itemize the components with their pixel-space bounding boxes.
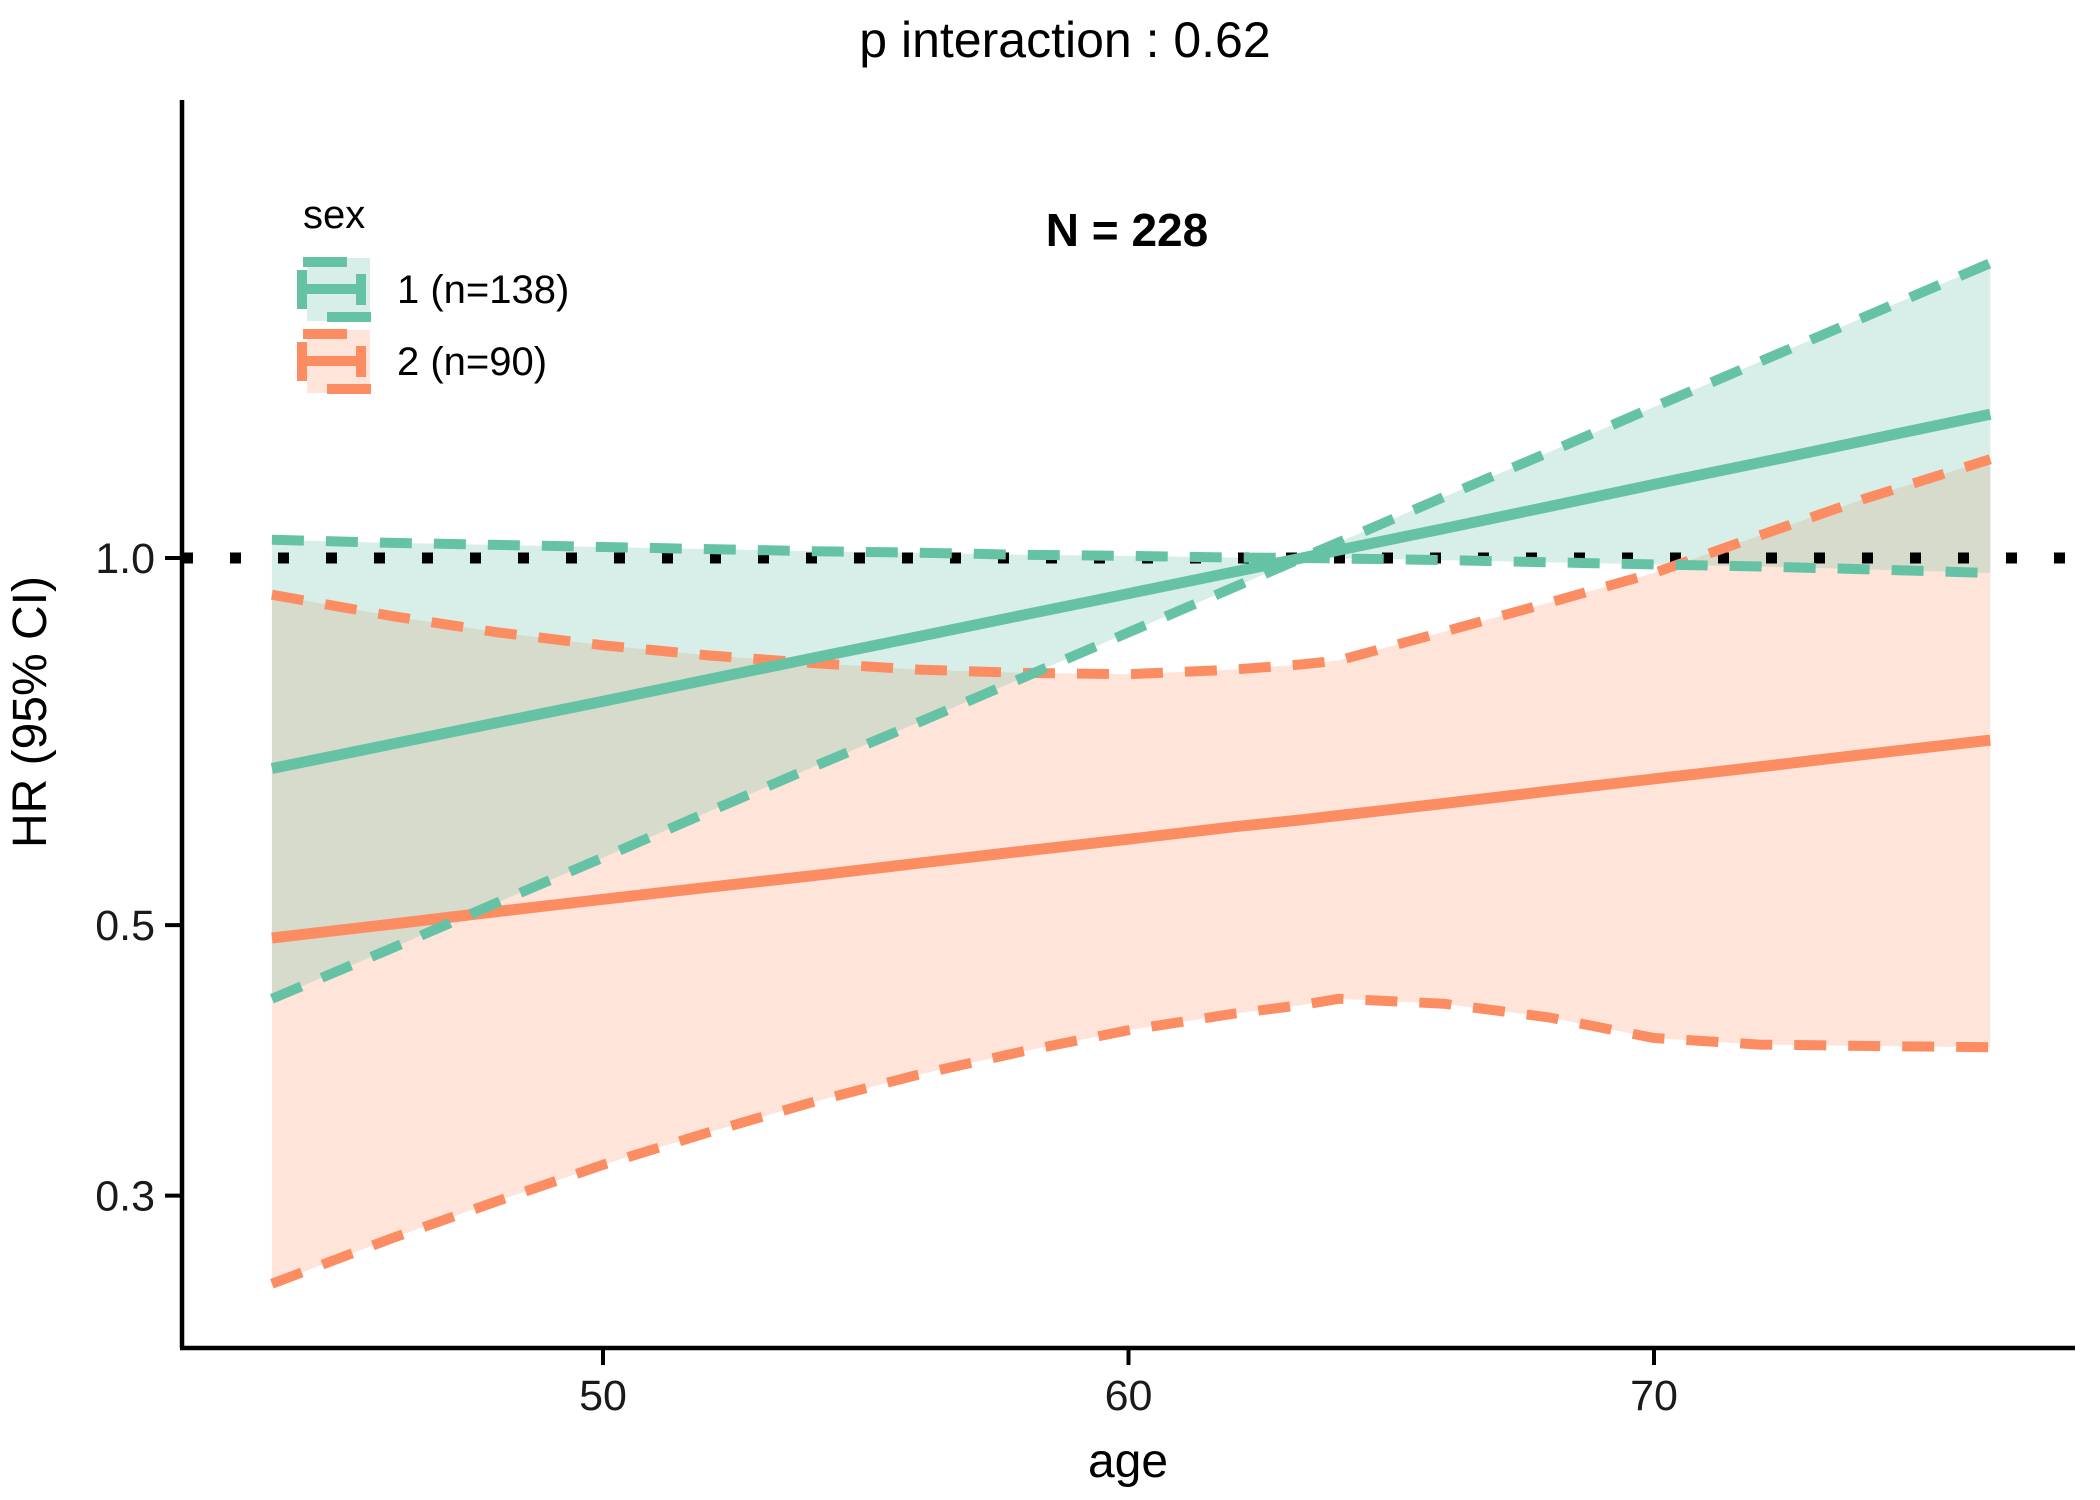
legend-entry-sex1: 1 (n=138) <box>297 257 569 322</box>
legend-key-ribbon-sex2 <box>297 329 371 394</box>
plot-title: p interaction : 0.62 <box>859 12 1270 68</box>
y-axis-title: HR (95% CI) <box>4 576 57 848</box>
x-tick-label: 60 <box>1105 1372 1153 1420</box>
y-tick-label: 0.5 <box>95 902 155 950</box>
sample-size-annotation: N = 228 <box>1046 204 1208 256</box>
ci-lower-dashed-1 (n=138) <box>269 258 1993 1004</box>
x-tick-label: 70 <box>1630 1372 1678 1420</box>
legend-key-ribbon-sex1 <box>297 257 371 322</box>
legend-title: sex <box>303 193 365 237</box>
y-tick-label: 0.3 <box>95 1173 155 1221</box>
ci-upper-dashed-2 (n=90) <box>271 454 1992 680</box>
legend-entry-sex2: 2 (n=90) <box>297 329 547 394</box>
ci-lower-dashed-2 (n=90) <box>270 993 1991 1289</box>
ci-ribbon-2 (n=90) <box>271 459 1991 1284</box>
legend-label-sex2: 2 (n=90) <box>397 340 547 384</box>
x-axis-title: age <box>1088 1435 1168 1488</box>
hr-curves <box>269 258 1993 1289</box>
hr-estimate-line-2 (n=90) <box>271 734 1991 944</box>
y-tick-label: 1.0 <box>95 535 155 583</box>
legend: sex 1 (n=138) 2 (n=90) <box>297 193 569 394</box>
x-tick-label: 50 <box>579 1372 627 1420</box>
axes: 50 60 70 1.0 0.5 0.3 <box>95 100 2075 1420</box>
legend-label-sex1: 1 (n=138) <box>397 268 569 312</box>
hr-estimate-line-1 (n=138) <box>270 408 1992 774</box>
